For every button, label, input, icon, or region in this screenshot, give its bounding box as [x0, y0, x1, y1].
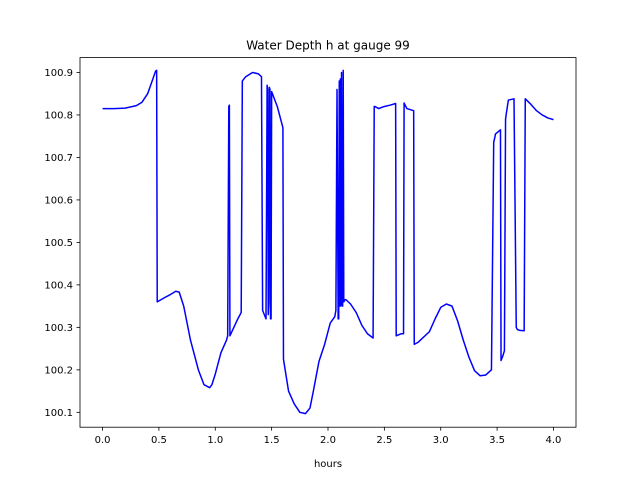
y-axis-ticks: 100.1 100.2 100.3 100.4 100.5 100.6 100.7 100.8… [44, 68, 80, 419]
x-tick-label: 0.0 [95, 435, 111, 446]
chart-title: Water Depth h at gauge 99 [246, 39, 410, 53]
y-tick-label: 100.4 [44, 280, 73, 291]
x-tick-label: 2.5 [376, 435, 392, 446]
y-tick-label: 100.9 [44, 68, 73, 79]
x-tick-label: 3.5 [489, 435, 505, 446]
y-tick-label: 100.7 [44, 153, 73, 164]
y-tick-label: 100.2 [44, 365, 73, 376]
x-tick-label: 1.0 [207, 435, 223, 446]
x-tick-label: 3.0 [433, 435, 449, 446]
x-axis-ticks: 0.0 0.5 1.0 1.5 2.0 2.5 3.0 3.5 4.0 [95, 427, 562, 446]
x-axis-label: hours [314, 459, 342, 470]
x-tick-label: 0.5 [151, 435, 167, 446]
x-tick-label: 4.0 [546, 435, 562, 446]
y-tick-label: 100.1 [44, 408, 73, 419]
series-line [102, 69, 554, 415]
plot-frame [79, 57, 577, 428]
y-tick-label: 100.3 [44, 323, 73, 334]
y-tick-label: 100.5 [44, 238, 73, 249]
x-tick-label: 2.0 [320, 435, 336, 446]
y-tick-label: 100.8 [44, 110, 73, 121]
x-tick-label: 1.5 [264, 435, 280, 446]
y-tick-label: 100.6 [44, 195, 73, 206]
